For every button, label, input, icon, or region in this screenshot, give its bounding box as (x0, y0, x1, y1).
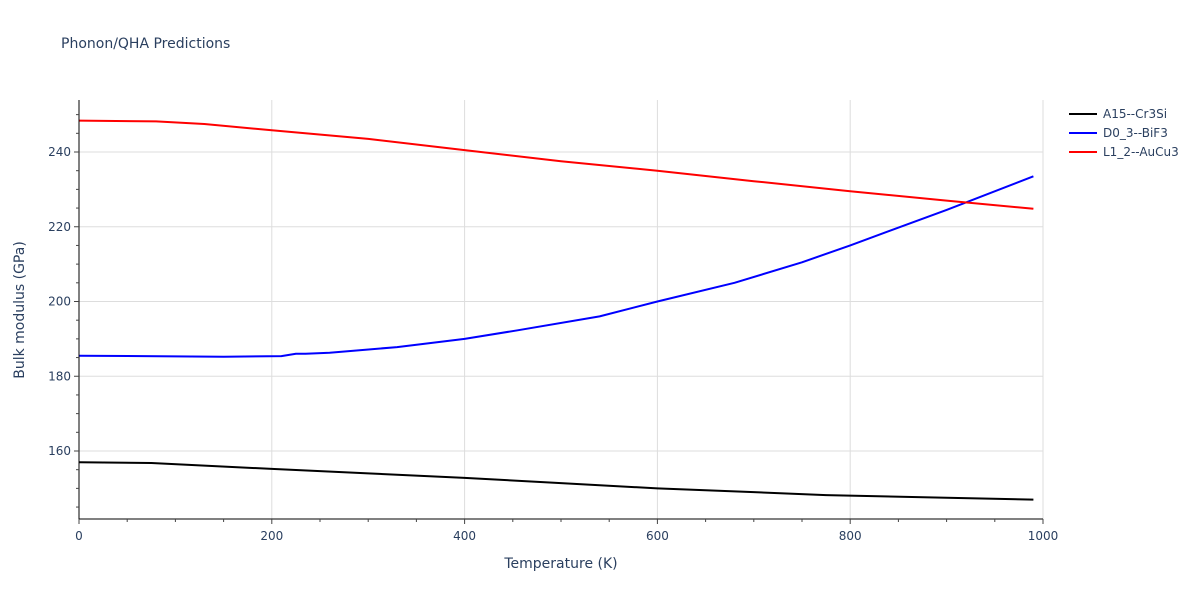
y-tick-label: 200 (48, 295, 71, 309)
y-axis-ticks: 160 180 200 220 240 (48, 114, 79, 508)
y-tick-label: 220 (48, 220, 71, 234)
series-line (78, 461, 1034, 501)
x-tick-label: 1000 (1028, 529, 1059, 543)
grid-lines (79, 100, 1044, 519)
legend-label: D0_3--BiF3 (1103, 126, 1168, 140)
x-tick-label: 600 (646, 529, 669, 543)
y-tick-label: 240 (48, 145, 71, 159)
legend-label: L1_2--AuCu3 (1103, 145, 1179, 159)
x-tick-label: 400 (453, 529, 476, 543)
legend-label: A15--Cr3Si (1103, 107, 1167, 121)
x-tick-label: 200 (260, 529, 283, 543)
y-axis-title: Bulk modulus (GPa) (12, 241, 28, 379)
x-tick-label: 0 (75, 529, 83, 543)
y-tick-label: 160 (48, 444, 71, 458)
axes (78, 100, 1043, 520)
chart-title: Phonon/QHA Predictions (61, 36, 231, 52)
x-tick-label: 800 (839, 529, 862, 543)
x-axis-title: Temperature (K) (503, 556, 617, 572)
legend: A15--Cr3Si D0_3--BiF3 L1_2--AuCu3 (1069, 107, 1179, 159)
series-line (78, 175, 1034, 358)
series-line (78, 119, 1034, 210)
y-tick-label: 180 (48, 369, 71, 383)
x-axis-ticks: 0 200 400 600 800 1000 (75, 519, 1058, 543)
series-lines (78, 119, 1034, 501)
